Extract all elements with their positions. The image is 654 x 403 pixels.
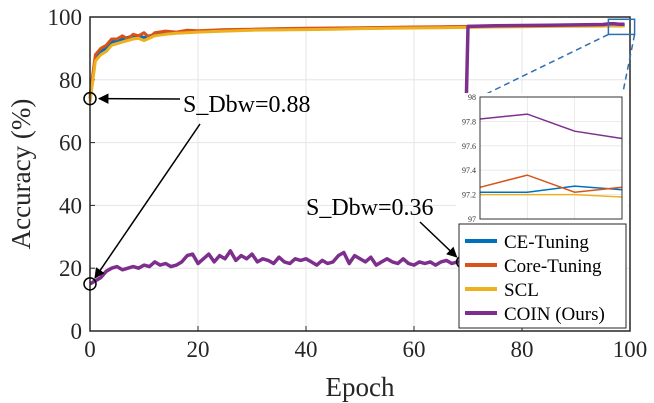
inset-zoom: 969798999797.297.497.697.898 (456, 18, 636, 235)
inset-y-tick-label: 97.8 (462, 117, 476, 126)
plot-frame (89, 16, 631, 332)
inset-y-tick-label: 97.2 (462, 191, 476, 200)
x-axis-label: Epoch (326, 372, 395, 402)
annotation-arrow (94, 123, 201, 279)
zoom-connector (621, 34, 636, 98)
inset-y-tick-label: 97 (468, 215, 476, 224)
legend-label: CE-Tuning (504, 232, 589, 253)
inset-y-tick-label: 97.6 (462, 142, 476, 151)
x-tick-label: 20 (187, 337, 210, 362)
x-tick-label: 100 (613, 337, 648, 362)
annotation-label-2: S_Dbw=0.36 (306, 195, 434, 221)
inset-background (456, 93, 628, 235)
series-line-1 (88, 24, 625, 99)
y-tick-label: 0 (71, 319, 83, 344)
inset-series-line-1 (480, 185, 623, 193)
zoom-box (607, 18, 636, 36)
y-tick-label: 40 (59, 193, 82, 218)
y-tick-label: 100 (48, 5, 83, 30)
x-tick-label: 0 (84, 337, 96, 362)
zoom-connector (479, 33, 609, 98)
x-tick-label: 40 (295, 337, 318, 362)
y-tick-label: 20 (59, 256, 82, 281)
annotation-markers (83, 91, 470, 291)
y-axis-label: Accuracy (%) (6, 99, 36, 250)
legend: CE-Tuning Core-Tuning SCL COIN (Ours) (458, 223, 627, 329)
x-tick-label: 60 (403, 337, 426, 362)
tick-labels: 0 20 40 60 80 100 0 20 40 60 80 100 (48, 5, 648, 362)
series-line-4 (89, 21, 625, 286)
annotation-label-1: S_Dbw=0.88 (183, 92, 311, 118)
y-tick-label: 60 (59, 131, 82, 156)
x-tick-label: 80 (511, 337, 534, 362)
y-tick-label: 80 (59, 68, 82, 93)
series-line-3 (88, 24, 625, 102)
inset-frame (479, 96, 623, 220)
inset-series-line-3 (480, 193, 623, 198)
marker-circle (83, 91, 97, 106)
legend-label: Core-Tuning (504, 256, 602, 277)
series-line-2 (88, 23, 625, 96)
inset-y-tick-label: 97.4 (462, 166, 476, 175)
legend-label: SCL (504, 280, 539, 301)
annotation-arrow (419, 221, 458, 258)
inset-series-line-2 (479, 174, 623, 193)
series-group (88, 21, 625, 286)
marker-circle (83, 277, 97, 291)
inset-y-tick-label: 98 (468, 93, 476, 102)
legend-label: COIN (Ours) (504, 304, 605, 325)
inset-series-line-4 (479, 113, 623, 140)
